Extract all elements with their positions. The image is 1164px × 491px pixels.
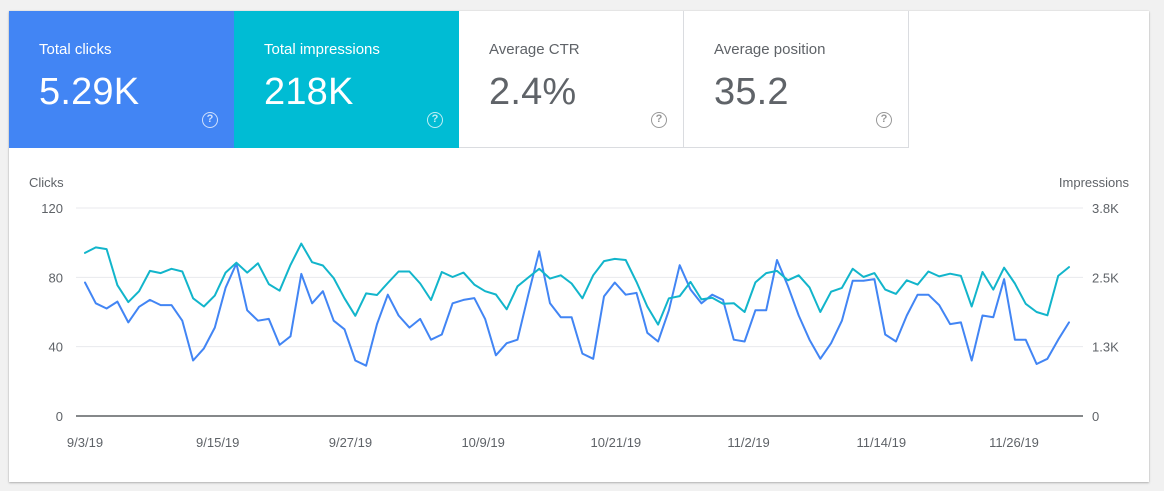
help-icon[interactable]: ? xyxy=(202,112,218,128)
metric-value: 2.4% xyxy=(489,71,577,113)
metric-total-clicks[interactable]: Total clicks 5.29K ? xyxy=(9,11,234,148)
y-tick-label-left: 120 xyxy=(41,201,63,216)
metric-total-impressions[interactable]: Total impressions 218K ? xyxy=(234,11,459,148)
x-tick-label: 10/9/19 xyxy=(461,435,504,450)
x-tick-label: 9/15/19 xyxy=(196,435,239,450)
help-icon[interactable]: ? xyxy=(651,112,667,128)
y-tick-label-right: 3.8K xyxy=(1092,201,1119,216)
metric-value: 35.2 xyxy=(714,71,789,113)
x-tick-label: 9/3/19 xyxy=(67,435,103,450)
series-line-clicks xyxy=(84,250,1070,367)
y-axis-label-left: Clicks xyxy=(29,175,64,190)
metric-label: Average position xyxy=(714,41,826,58)
y-tick-label-left: 40 xyxy=(49,340,63,355)
performance-card: Total clicks 5.29K ? Total impressions 2… xyxy=(9,11,1149,482)
metric-value: 218K xyxy=(264,71,354,113)
series-line-impressions xyxy=(84,242,1070,326)
y-tick-label-right: 0 xyxy=(1092,409,1099,424)
y-tick-label-right: 2.5K xyxy=(1092,270,1119,285)
y-tick-label-left: 0 xyxy=(56,409,63,424)
performance-chart: Clicks Impressions 0 0 40 1.3K 80 2.5K 120 3.8K 9/… xyxy=(29,175,1130,450)
metric-average-position[interactable]: Average position 35.2 ? xyxy=(684,11,909,148)
x-tick-label: 11/14/19 xyxy=(856,435,906,450)
y-tick-label-left: 80 xyxy=(49,270,63,285)
x-tick-label: 9/27/19 xyxy=(329,435,372,450)
y-axis-label-right: Impressions xyxy=(1059,175,1130,190)
metric-label: Total impressions xyxy=(264,41,380,58)
x-tick-label: 11/26/19 xyxy=(989,435,1039,450)
metric-label: Total clicks xyxy=(39,41,112,58)
x-tick-label: 11/2/19 xyxy=(727,435,769,450)
metric-value: 5.29K xyxy=(39,71,140,113)
metric-label: Average CTR xyxy=(489,41,580,58)
y-tick-label-right: 1.3K xyxy=(1092,340,1119,355)
metric-tabs: Total clicks 5.29K ? Total impressions 2… xyxy=(9,11,909,148)
help-icon[interactable]: ? xyxy=(876,112,892,128)
metric-average-ctr[interactable]: Average CTR 2.4% ? xyxy=(459,11,684,148)
x-tick-label: 10/21/19 xyxy=(591,435,642,450)
help-icon[interactable]: ? xyxy=(427,112,443,128)
